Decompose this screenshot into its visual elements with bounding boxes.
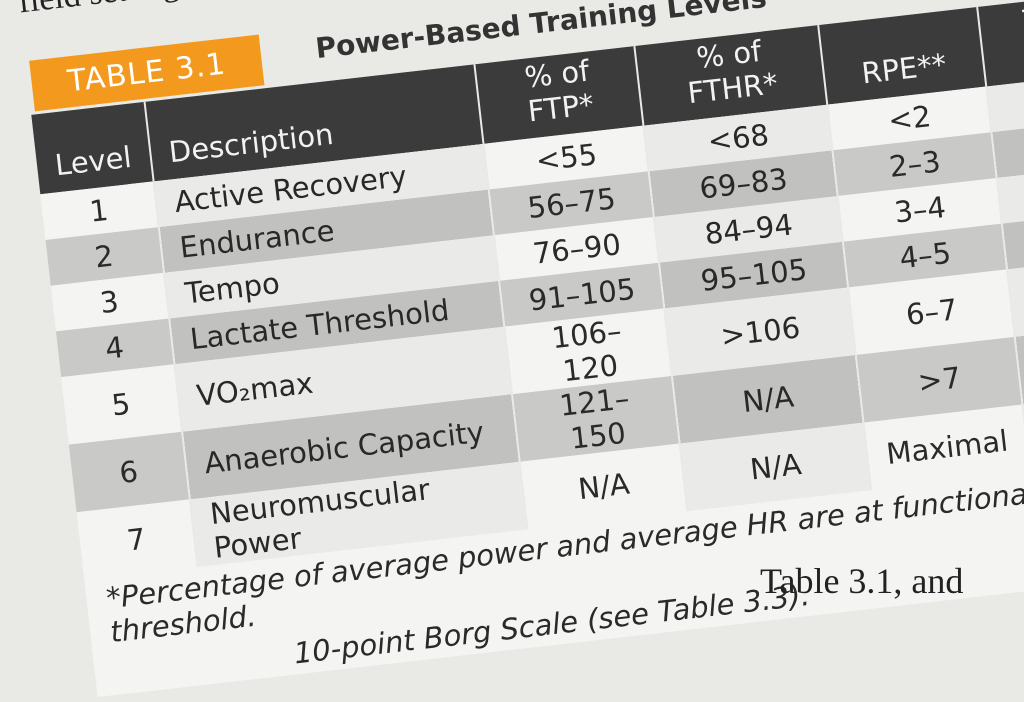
- body-text: Table 3.1, and: [760, 561, 964, 601]
- table-cell: 5: [61, 364, 182, 445]
- table-cell: 7: [76, 499, 198, 580]
- page: {"page": {"intro": "field settings."}, "…: [16, 0, 1024, 698]
- column-header: Typical Con: [977, 0, 1024, 87]
- column-header: Level: [31, 101, 154, 195]
- table-cell: 6: [68, 431, 190, 513]
- intro-text: field settings.: [16, 0, 202, 21]
